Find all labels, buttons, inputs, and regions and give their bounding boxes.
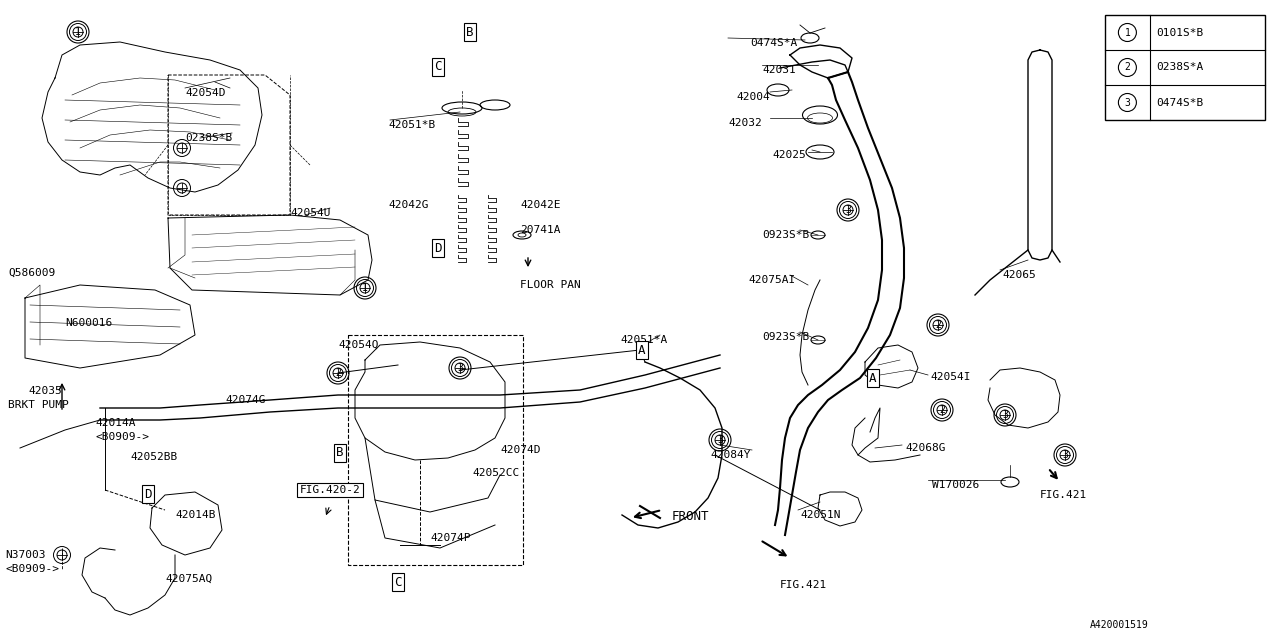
Text: 42054U: 42054U [291, 208, 330, 218]
Text: 0101S*B: 0101S*B [1156, 28, 1203, 38]
Text: 1: 1 [1124, 28, 1130, 38]
Text: 42074D: 42074D [500, 445, 540, 455]
Bar [1105, 15, 1265, 120]
Text: 42014B: 42014B [175, 510, 215, 520]
Text: 3: 3 [1062, 450, 1068, 460]
Text: 42042G: 42042G [388, 200, 429, 210]
Text: 42052CC: 42052CC [472, 468, 520, 478]
Text: 42051N: 42051N [800, 510, 841, 520]
Text: 0923S*B: 0923S*B [762, 332, 809, 342]
Text: C: C [394, 575, 402, 589]
Text: 42031: 42031 [762, 65, 796, 75]
Text: 0474S*B: 0474S*B [1156, 97, 1203, 108]
Text: FIG.421: FIG.421 [1039, 490, 1087, 500]
Text: 0238S*B: 0238S*B [186, 133, 232, 143]
Text: 42014A: 42014A [95, 418, 136, 428]
Text: 20741A: 20741A [520, 225, 561, 235]
Text: 42075AQ: 42075AQ [165, 574, 212, 584]
Text: D: D [145, 488, 152, 500]
Text: B: B [466, 26, 474, 38]
Text: 42054Q: 42054Q [338, 340, 379, 350]
Text: 1: 1 [76, 27, 81, 37]
Text: 42051*B: 42051*B [388, 120, 435, 130]
Text: FRONT: FRONT [672, 510, 709, 523]
Text: D: D [434, 241, 442, 255]
Text: FLOOR PAN: FLOOR PAN [520, 280, 581, 290]
Text: 42042E: 42042E [520, 200, 561, 210]
Bar [348, 335, 524, 565]
Text: 42054I: 42054I [931, 372, 970, 382]
Text: N37003: N37003 [5, 550, 46, 560]
Text: N600016: N600016 [65, 318, 113, 328]
Text: Q586009: Q586009 [8, 268, 55, 278]
Text: C: C [434, 61, 442, 74]
Text: 42084Y: 42084Y [710, 450, 750, 460]
Text: 3: 3 [717, 435, 723, 445]
Text: 2: 2 [335, 368, 340, 378]
Text: 3: 3 [845, 205, 851, 215]
Text: 42051*A: 42051*A [620, 335, 667, 345]
Text: 0238S*A: 0238S*A [1156, 63, 1203, 72]
Text: A: A [869, 371, 877, 385]
Text: 42075AI: 42075AI [748, 275, 795, 285]
Text: 42074P: 42074P [430, 533, 471, 543]
Text: 42068G: 42068G [905, 443, 946, 453]
Text: FIG.420-2: FIG.420-2 [300, 485, 361, 495]
Text: 42052BB: 42052BB [131, 452, 177, 462]
Text: 3: 3 [1124, 97, 1130, 108]
Text: 1: 1 [362, 283, 367, 293]
Text: A420001519: A420001519 [1091, 620, 1148, 630]
Text: <B0909->: <B0909-> [5, 564, 59, 574]
Text: 2: 2 [940, 405, 945, 415]
Text: <B0909->: <B0909-> [95, 432, 148, 442]
Text: 42074G: 42074G [225, 395, 265, 405]
Text: 2: 2 [936, 320, 941, 330]
Text: 42032: 42032 [728, 118, 762, 128]
Text: A: A [639, 344, 645, 356]
Text: 42004: 42004 [736, 92, 769, 102]
Text: 0923S*B: 0923S*B [762, 230, 809, 240]
Text: BRKT PUMP: BRKT PUMP [8, 400, 69, 410]
Text: B: B [337, 447, 344, 460]
Text: 42035: 42035 [28, 386, 61, 396]
Text: 0474S*A: 0474S*A [750, 38, 797, 48]
Text: W170026: W170026 [932, 480, 979, 490]
Text: FIG.421: FIG.421 [780, 580, 827, 590]
Text: 42025: 42025 [772, 150, 805, 160]
Text: 3: 3 [1002, 410, 1007, 420]
Text: 42065: 42065 [1002, 270, 1036, 280]
Text: 3: 3 [457, 363, 463, 373]
Text: 42054D: 42054D [186, 88, 225, 98]
Text: 2: 2 [1124, 63, 1130, 72]
